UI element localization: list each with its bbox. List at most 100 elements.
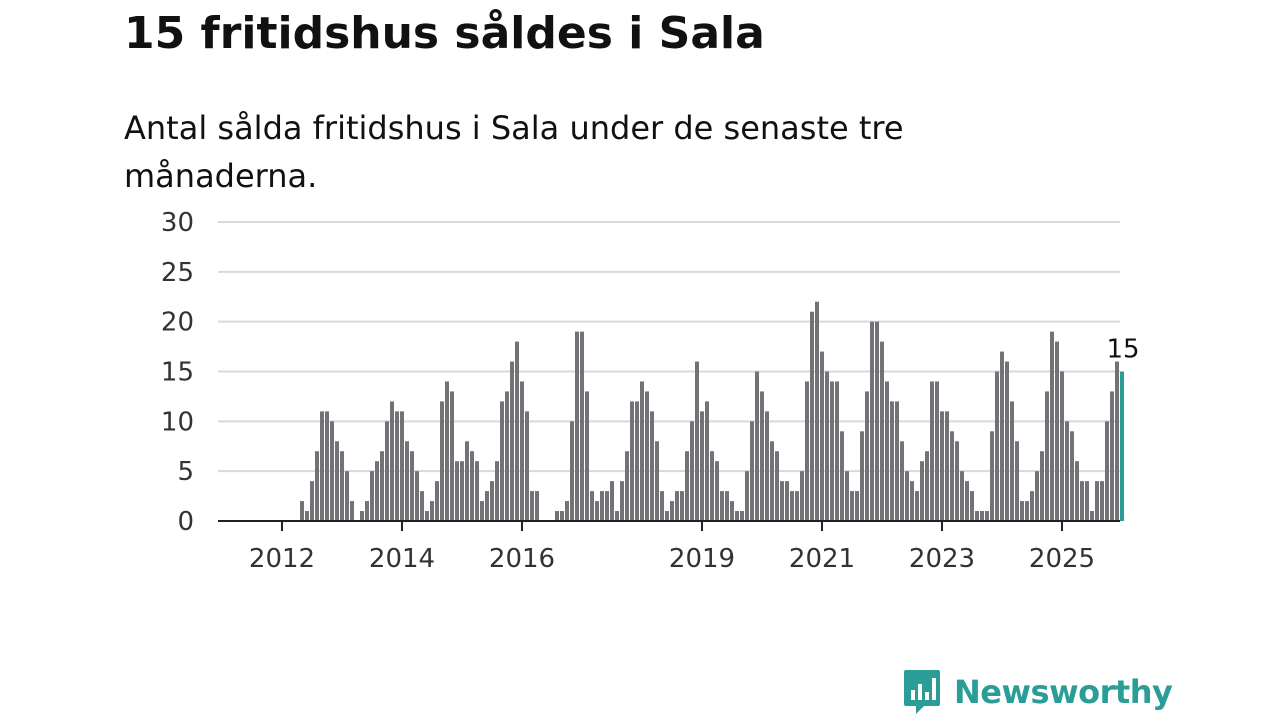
bar	[360, 511, 364, 521]
bar	[1075, 461, 1079, 521]
x-tick-label: 2021	[789, 544, 855, 574]
bar	[940, 411, 944, 521]
bar	[340, 451, 344, 521]
bar	[720, 491, 724, 521]
bar	[750, 421, 754, 521]
bar	[645, 391, 649, 521]
bar	[1055, 341, 1059, 521]
bar-latest	[1120, 371, 1124, 521]
y-tick-label: 5	[177, 457, 194, 487]
bar	[635, 401, 639, 521]
y-tick-label: 30	[161, 208, 194, 238]
bar	[965, 481, 969, 521]
bar	[310, 481, 314, 521]
bar	[330, 421, 334, 521]
bars	[300, 301, 1124, 521]
bar	[660, 491, 664, 521]
bar	[390, 401, 394, 521]
bar	[610, 481, 614, 521]
bar	[880, 341, 884, 521]
bar	[325, 411, 329, 521]
bar	[435, 481, 439, 521]
x-tick-label: 2014	[369, 544, 435, 574]
bar	[625, 451, 629, 521]
bar	[475, 461, 479, 521]
bar	[700, 411, 704, 521]
bar	[410, 451, 414, 521]
bar	[740, 511, 744, 521]
bar	[585, 391, 589, 521]
bar	[1085, 481, 1089, 521]
bar	[900, 441, 904, 521]
bar	[765, 411, 769, 521]
y-tick-label: 15	[161, 358, 194, 388]
bar	[385, 421, 389, 521]
y-tick-label: 20	[161, 308, 194, 338]
bar	[670, 501, 674, 521]
bar	[845, 471, 849, 521]
bar	[380, 451, 384, 521]
bar	[775, 451, 779, 521]
bar	[480, 501, 484, 521]
bar	[800, 471, 804, 521]
bar	[895, 401, 899, 521]
bar	[520, 381, 524, 521]
bar	[835, 381, 839, 521]
bar	[575, 331, 579, 521]
bar	[1095, 481, 1099, 521]
brand-name: Newsworthy	[954, 673, 1173, 711]
bar	[1045, 391, 1049, 521]
y-tick-label: 0	[177, 507, 194, 537]
bar	[810, 311, 814, 521]
bar	[960, 471, 964, 521]
bar	[680, 491, 684, 521]
bar	[590, 491, 594, 521]
bar	[460, 461, 464, 521]
bar	[1040, 451, 1044, 521]
bar	[690, 421, 694, 521]
bar	[955, 441, 959, 521]
bar	[945, 411, 949, 521]
x-tick-label: 2025	[1029, 544, 1095, 574]
bar	[770, 441, 774, 521]
bar	[370, 471, 374, 521]
x-tick-label: 2016	[489, 544, 555, 574]
annotations: 15	[1106, 335, 1139, 365]
bar	[350, 501, 354, 521]
bar	[865, 391, 869, 521]
bar	[500, 401, 504, 521]
bar	[605, 491, 609, 521]
bar	[705, 401, 709, 521]
bar	[920, 461, 924, 521]
bar	[915, 491, 919, 521]
bar	[715, 461, 719, 521]
bar	[935, 381, 939, 521]
gridlines	[218, 221, 1120, 473]
x-tick-label: 2023	[909, 544, 975, 574]
bar	[375, 461, 379, 521]
bar	[600, 491, 604, 521]
bar	[860, 431, 864, 521]
bar	[855, 491, 859, 521]
x-tick-label: 2019	[669, 544, 735, 574]
bar	[975, 511, 979, 521]
bar	[430, 501, 434, 521]
bar	[640, 381, 644, 521]
bar	[925, 451, 929, 521]
bar	[1115, 361, 1119, 521]
bar	[510, 361, 514, 521]
bar	[400, 411, 404, 521]
bar	[595, 501, 599, 521]
bar	[725, 491, 729, 521]
bar	[1105, 421, 1109, 521]
bar	[1015, 441, 1019, 521]
bar	[495, 461, 499, 521]
bar	[320, 411, 324, 521]
bar	[455, 461, 459, 521]
bar	[820, 351, 824, 521]
bar	[910, 481, 914, 521]
bar	[950, 431, 954, 521]
bar	[420, 491, 424, 521]
y-axis-tick-labels: 0 5 10 15 20 25 30	[161, 208, 194, 537]
bar	[1005, 361, 1009, 521]
